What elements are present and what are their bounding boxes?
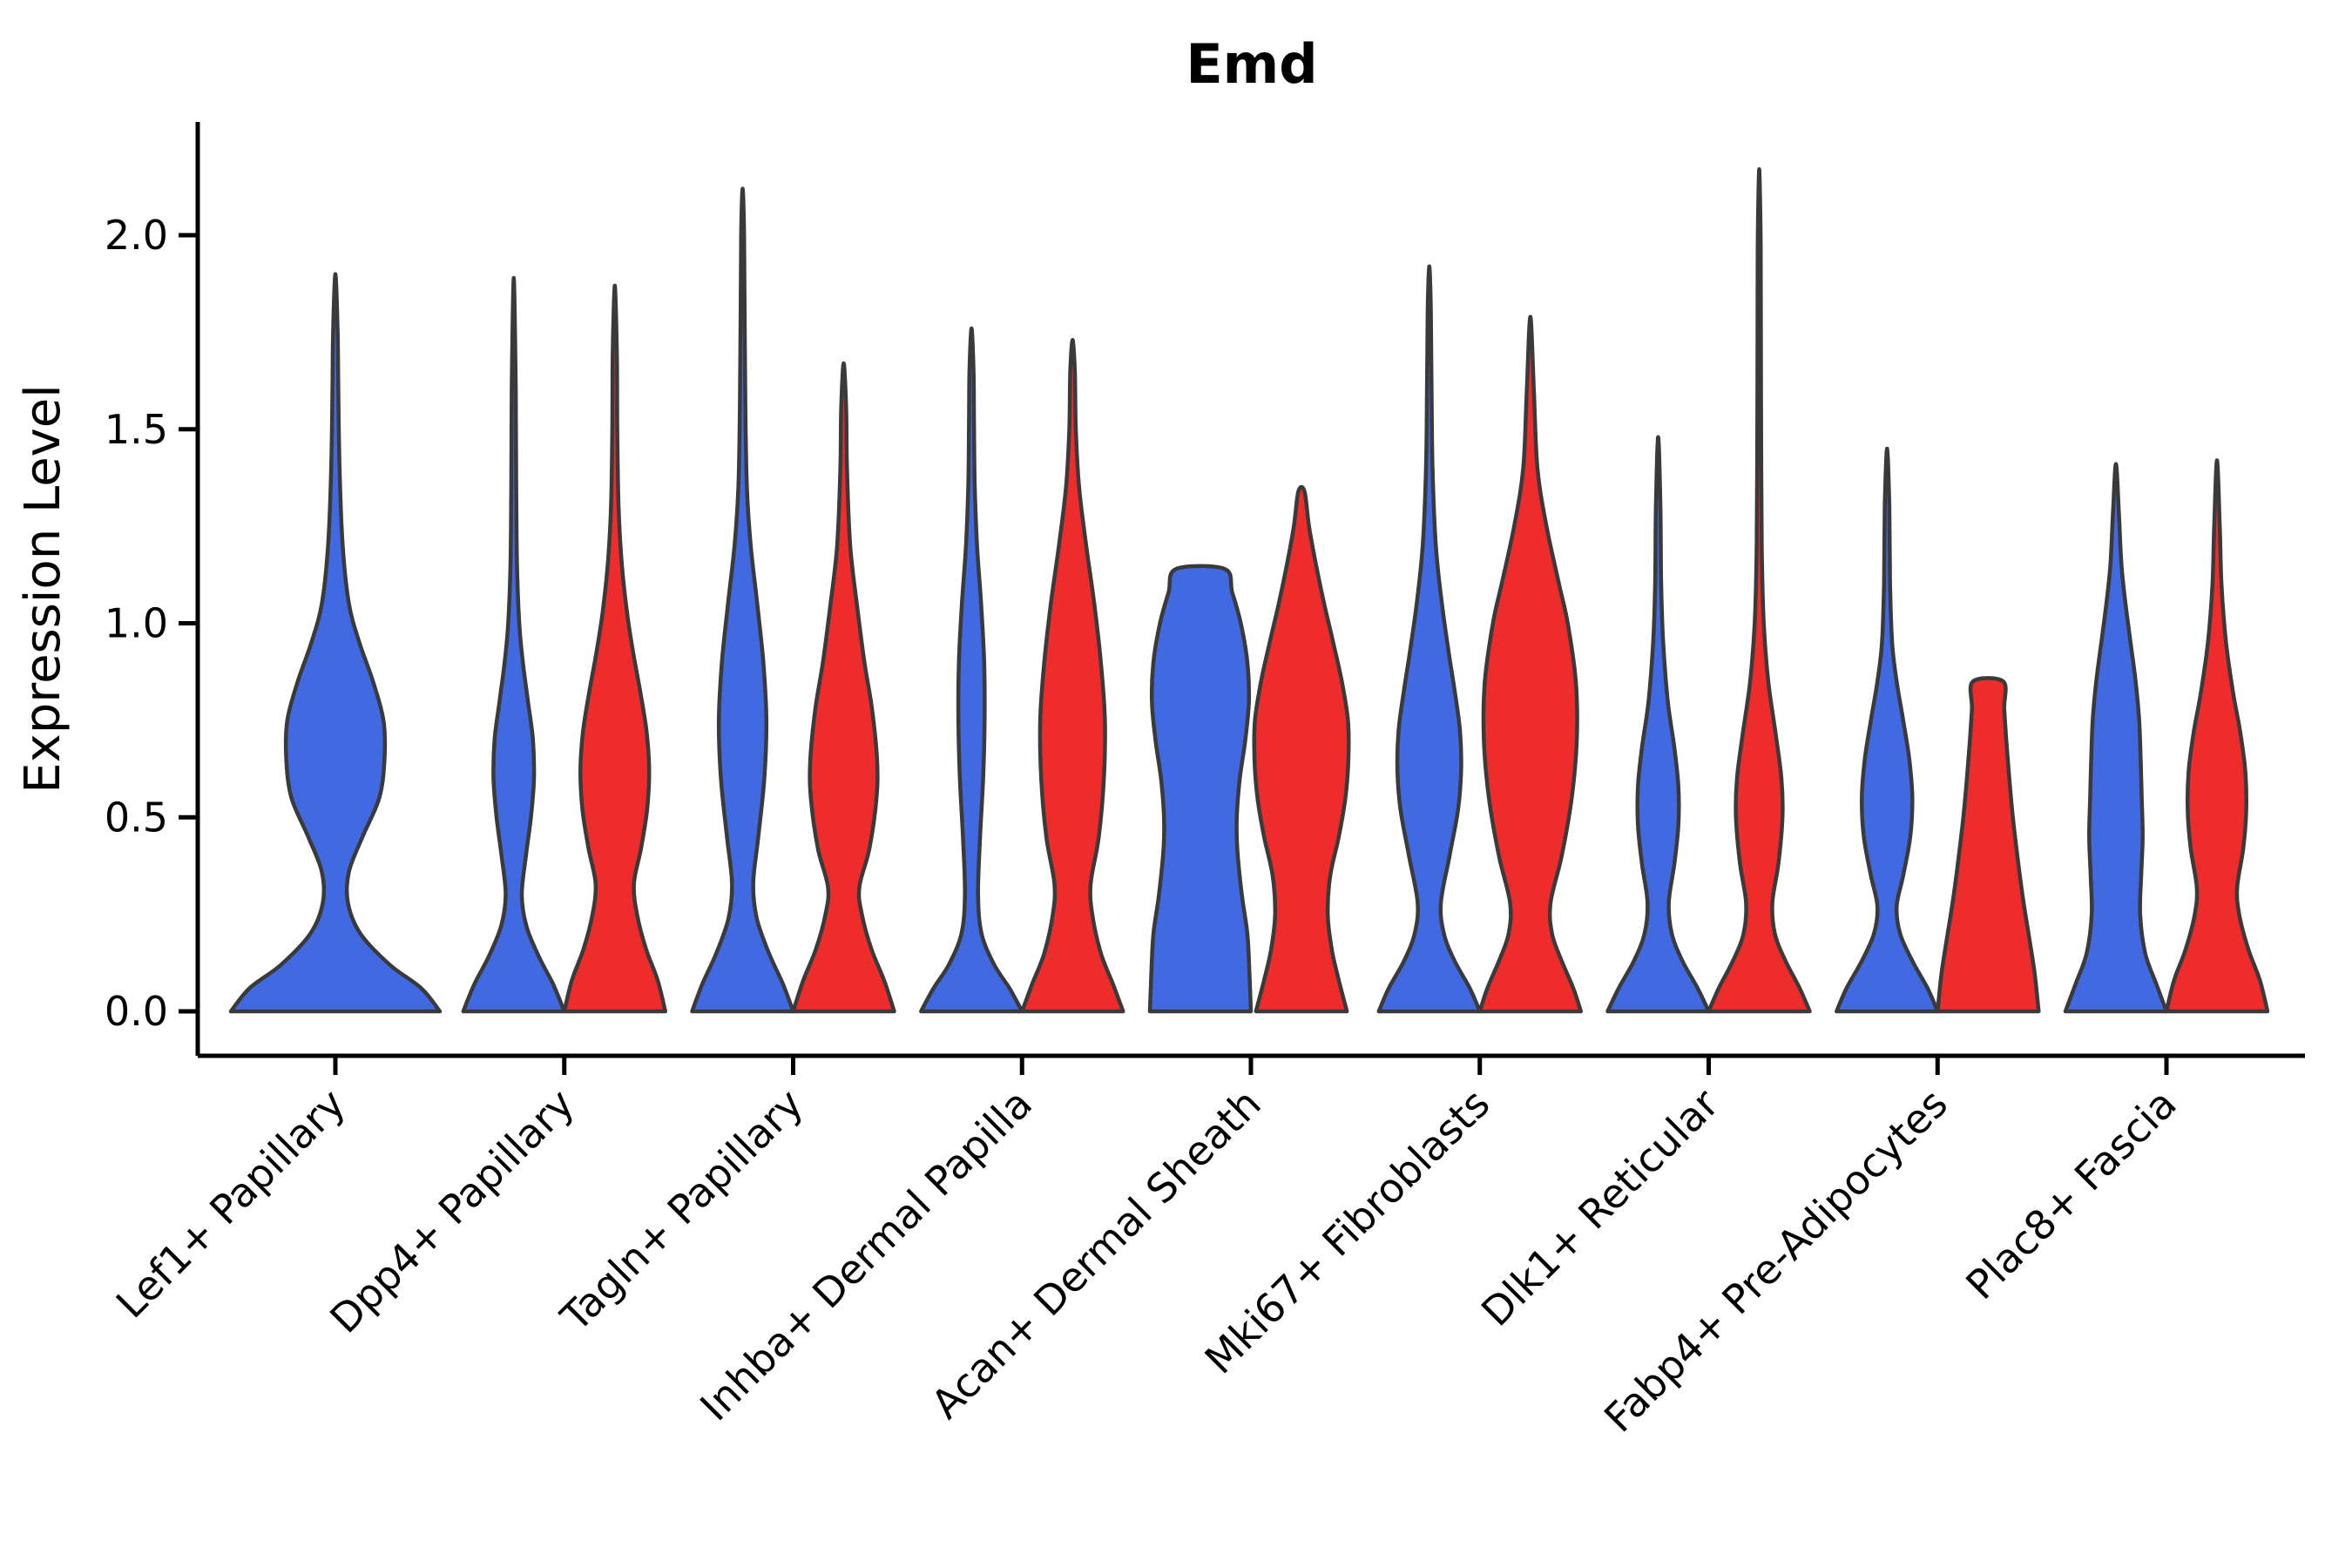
x-tick-label: Dlk1+ Reticular: [1472, 1080, 1727, 1335]
x-tick-label: Plac8+ Fascia: [1957, 1080, 2185, 1308]
violin-fabp4-pre-adipocytes-group1: [1835, 446, 1940, 1014]
violin-tagln-papillary-group1: [690, 186, 795, 1014]
violin-mki67-fibroblasts-group2: [1477, 314, 1584, 1014]
y-tick-label: 1.0: [105, 600, 168, 647]
x-tick-label: Dpp4+ Papillary: [321, 1080, 583, 1342]
violin-tagln-papillary-group2: [791, 361, 896, 1014]
violin-fabp4-pre-adipocytes-group2: [1936, 676, 2041, 1014]
violin-acan-dermal-sheath-group1: [1147, 564, 1254, 1014]
x-tick-label: Tagln+ Papillary: [551, 1080, 813, 1342]
violin-mki67-fibroblasts-group1: [1376, 264, 1483, 1014]
y-tick-label: 1.5: [105, 406, 168, 453]
violins-layer: [228, 167, 2270, 1014]
violin-dpp4-papillary-group2: [562, 283, 668, 1014]
violin-dpp4-papillary-group1: [461, 275, 567, 1014]
violin-inhba-dermal-papilla-group2: [1020, 338, 1125, 1014]
violin-dlk1-reticular-group2: [1707, 167, 1812, 1014]
violin-plac8-fascia-group2: [2164, 458, 2270, 1014]
violin-inhba-dermal-papilla-group1: [919, 326, 1024, 1014]
violin-plac8-fascia-group1: [2063, 462, 2169, 1014]
y-tick-label: 2.0: [105, 212, 168, 259]
violin-lef1-papillary-group1: [228, 272, 443, 1014]
violin-acan-dermal-sheath-group2: [1252, 484, 1351, 1014]
y-axis-label: Expression Level: [15, 384, 71, 794]
y-tick-label: 0.5: [105, 794, 168, 841]
chart-title: Emd: [1186, 32, 1317, 96]
x-tick-label: Lef1+ Papillary: [107, 1080, 355, 1328]
violin-dlk1-reticular-group1: [1605, 435, 1711, 1014]
y-tick-label: 0.0: [105, 988, 168, 1035]
